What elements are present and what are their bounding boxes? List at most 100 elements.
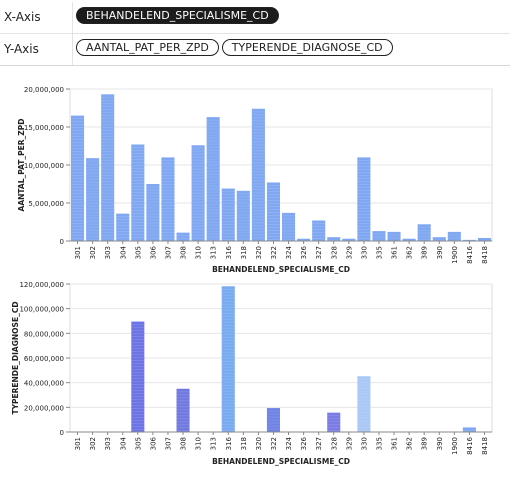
bar[interactable] [357, 376, 371, 432]
x-tick-label: 308 [180, 246, 188, 259]
x-axis-title: BEHANDELEND_SPECIALISME_CD [212, 265, 350, 274]
x-tick-label: 320 [255, 246, 263, 259]
bar[interactable] [86, 158, 100, 241]
bar[interactable] [282, 212, 296, 241]
x-tick-label: 308 [180, 437, 188, 450]
bar[interactable] [462, 239, 476, 241]
bar[interactable] [477, 237, 491, 241]
y-tick-label: 15,000,000 [24, 124, 64, 132]
x-tick-label: 302 [89, 246, 97, 259]
bar[interactable] [206, 117, 220, 241]
x-tick-label: 329 [345, 246, 353, 259]
x-tick-label: 8416 [466, 245, 474, 263]
x-tick-label: 316 [225, 245, 233, 259]
bar[interactable] [221, 188, 235, 241]
x-tick-label: 322 [270, 437, 278, 450]
x-tick-label: 313 [210, 437, 218, 450]
x-tick-label: 362 [406, 246, 414, 259]
x-tick-label: 389 [421, 246, 429, 259]
bar[interactable] [101, 94, 115, 241]
bar[interactable] [131, 144, 145, 241]
bar[interactable] [327, 237, 341, 241]
x-tick-label: 390 [436, 246, 444, 259]
y-axis-shelf: Y-Axis AANTAL_PAT_PER_ZPD TYPERENDE_DIAG… [0, 34, 510, 66]
bar[interactable] [342, 238, 356, 241]
x-axis-title: BEHANDELEND_SPECIALISME_CD [212, 457, 350, 466]
x-tick-label: 316 [225, 436, 233, 450]
x-tick-label: 307 [164, 246, 172, 259]
y-tick-label: 0 [60, 429, 64, 437]
x-tick-label: 303 [104, 437, 112, 450]
bar[interactable] [176, 232, 190, 241]
x-tick-label: 304 [119, 245, 127, 259]
y-tick-label: 10,000,000 [24, 162, 64, 170]
x-tick-label: 326 [300, 245, 308, 259]
x-tick-label: 301 [74, 246, 82, 259]
x-tick-label: 320 [255, 437, 263, 450]
y-tick-label: 60,000,000 [24, 355, 64, 363]
bar[interactable] [251, 108, 265, 241]
x-tick-label: 326 [300, 436, 308, 450]
x-tick-label: 303 [104, 246, 112, 259]
bar[interactable] [402, 238, 416, 241]
x-axis-pill-list: BEHANDELEND_SPECIALISME_CD [76, 7, 279, 24]
x-tick-label: 306 [149, 245, 157, 259]
x-field-pill-behandelend-specialisme-cd[interactable]: BEHANDELEND_SPECIALISME_CD [76, 7, 279, 24]
x-tick-label: 8418 [481, 246, 489, 264]
patients-bar-chart: 0 5,000,000 10,000,000 15,000,000 20,000,000… [17, 86, 493, 274]
bar[interactable] [432, 237, 446, 241]
x-tick-label: 390 [436, 437, 444, 450]
bar[interactable] [327, 412, 341, 432]
x-tick-label: 324 [285, 245, 293, 259]
y-field-pill-aantal-pat-per-zpd[interactable]: AANTAL_PAT_PER_ZPD [76, 39, 219, 56]
bar[interactable] [176, 388, 190, 432]
x-tick-label: 335 [375, 246, 383, 259]
x-tick-label: 330 [360, 246, 368, 259]
bar[interactable] [417, 224, 431, 241]
x-axis-shelf: X-Axis BEHANDELEND_SPECIALISME_CD [0, 2, 510, 34]
bar[interactable] [236, 190, 250, 241]
y-tick-label: 0 [60, 238, 64, 246]
y-field-pill-typerende-diagnose-cd[interactable]: TYPERENDE_DIAGNOSE_CD [221, 39, 393, 56]
shelf-divider [72, 34, 73, 65]
x-tick-label: 302 [89, 437, 97, 450]
x-tick-label: 362 [406, 437, 414, 450]
x-tick-label: 328 [330, 246, 338, 259]
y-tick-label: 20,000,000 [24, 404, 64, 412]
x-tick-label: 8416 [466, 436, 474, 454]
x-tick-label: 301 [74, 437, 82, 450]
y-tick-label: 5,000,000 [28, 200, 64, 208]
x-axis-shelf-label: X-Axis [4, 10, 41, 24]
bar[interactable] [131, 321, 145, 432]
bar[interactable] [357, 157, 371, 241]
x-tick-label: 1900 [451, 246, 459, 264]
bar[interactable] [447, 231, 461, 241]
x-tick-label: 318 [240, 437, 248, 450]
bar[interactable] [221, 286, 235, 432]
y-axis-shelf-label: Y-Axis [4, 42, 39, 56]
bar[interactable] [266, 182, 280, 241]
bar[interactable] [146, 184, 160, 241]
y-tick-label: 40,000,000 [24, 380, 64, 388]
x-tick-label: 389 [421, 437, 429, 450]
bar[interactable] [266, 408, 280, 432]
bar[interactable] [387, 231, 401, 241]
x-tick-label: 322 [270, 246, 278, 259]
bar[interactable] [71, 115, 85, 241]
bar[interactable] [297, 238, 311, 241]
x-tick-label: 305 [134, 437, 142, 450]
y-tick-label: 120,000,000 [19, 281, 64, 289]
bar[interactable] [116, 213, 130, 241]
bar[interactable] [372, 231, 386, 241]
bar[interactable] [462, 427, 476, 432]
bar[interactable] [312, 220, 326, 241]
bar[interactable] [161, 157, 175, 241]
x-tick-label: 1900 [451, 437, 459, 455]
x-tick-label: 329 [345, 437, 353, 450]
shelf-divider [72, 2, 73, 33]
y-tick-label: 100,000,000 [19, 306, 64, 314]
x-tick-label: 307 [164, 437, 172, 450]
y-tick-label: 80,000,000 [24, 330, 64, 338]
bar[interactable] [191, 145, 205, 241]
x-tick-label: 335 [375, 437, 383, 450]
